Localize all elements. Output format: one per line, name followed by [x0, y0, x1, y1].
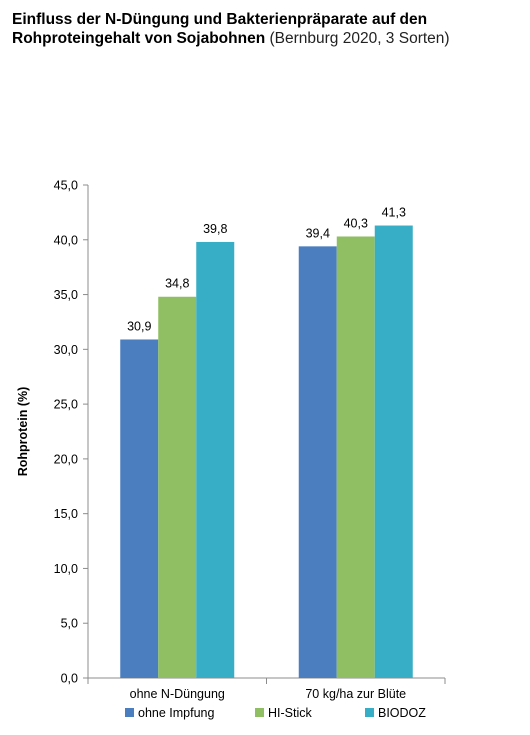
chart-title-note: (Bernburg 2020, 3 Sorten) [269, 30, 450, 47]
chart-title-main: Einfluss der N-Düngung und Bakterienpräp… [12, 11, 428, 47]
bar-hi-stick [158, 296, 197, 678]
data-label: 34,8 [165, 277, 189, 291]
x-category-label: ohne N-Düngung [130, 687, 225, 701]
legend-swatch [255, 708, 264, 717]
y-tick-label: 35,0 [54, 288, 78, 302]
legend-swatch [125, 708, 134, 717]
y-tick-label: 0,0 [61, 672, 78, 686]
y-tick-label: 40,0 [54, 233, 78, 247]
bar-ohne-impfung [298, 246, 337, 678]
legend-label: HI-Stick [268, 706, 313, 720]
legend-swatch [365, 708, 374, 717]
chart-title: Einfluss der N-Düngung und Bakterienpräp… [12, 10, 522, 48]
bar-ohne-impfung [120, 339, 159, 678]
data-label: 39,8 [203, 222, 227, 236]
data-label: 30,9 [127, 319, 151, 333]
data-label: 39,4 [306, 226, 330, 240]
data-label: 40,3 [344, 216, 368, 230]
y-tick-label: 5,0 [61, 617, 78, 631]
legend-label: BIODOZ [378, 706, 426, 720]
y-tick-label: 25,0 [54, 398, 78, 412]
data-label: 41,3 [382, 206, 406, 220]
y-tick-label: 30,0 [54, 343, 78, 357]
y-tick-label: 10,0 [54, 562, 78, 576]
bar-hi-stick [336, 236, 375, 679]
y-tick-label: 20,0 [54, 452, 78, 466]
y-axis-title: Rohprotein (%) [16, 387, 30, 477]
legend-label: ohne Impfung [138, 706, 214, 720]
x-category-label: 70 kg/ha zur Blüte [305, 687, 406, 701]
bar-biodoz [196, 241, 235, 679]
y-tick-label: 15,0 [54, 507, 78, 521]
bar-biodoz [374, 225, 413, 678]
y-tick-label: 45,0 [54, 179, 78, 193]
